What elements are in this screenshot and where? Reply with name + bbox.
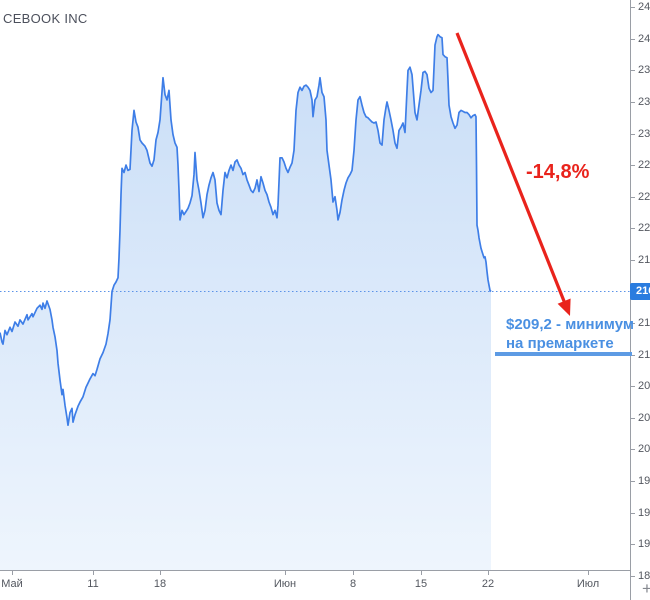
price-axis-label: 240 xyxy=(638,32,650,45)
drop-arrow-shaft xyxy=(455,32,568,307)
time-axis-tick xyxy=(12,571,13,575)
price-axis-label: 213 xyxy=(638,317,650,330)
time-axis-tick xyxy=(421,571,422,575)
time-axis-label: Июн xyxy=(273,578,297,590)
time-axis-line xyxy=(0,570,630,571)
time-axis-label: 15 xyxy=(414,578,428,590)
price-line xyxy=(0,33,492,427)
time-axis-tick xyxy=(588,571,589,575)
price-axis-tick xyxy=(630,449,635,451)
price-axis-label: 204 xyxy=(638,411,650,424)
time-axis-label: 8 xyxy=(349,578,357,590)
price-axis-line xyxy=(630,0,631,600)
price-axis-tick xyxy=(630,354,635,356)
time-axis-label: 11 xyxy=(87,578,99,590)
time-axis-label: 22 xyxy=(481,578,495,590)
price-axis-tick xyxy=(630,481,635,482)
price-axis-tick xyxy=(630,228,635,230)
price-axis-label: 228 xyxy=(638,159,650,172)
price-axis-tick xyxy=(630,70,635,72)
symbol-title: CEBOOK INC xyxy=(3,11,88,26)
drop-arrow-drawing[interactable] xyxy=(455,32,571,316)
drop-arrow-head-icon xyxy=(557,298,571,316)
plus-button[interactable]: + xyxy=(642,579,650,598)
price-axis-tick xyxy=(630,575,635,577)
time-axis-tick xyxy=(160,571,161,575)
time-axis-tick xyxy=(93,571,94,575)
price-axis-label: 207 xyxy=(638,380,650,393)
time-axis-label: Июл xyxy=(576,578,600,590)
price-axis-tick xyxy=(630,133,635,135)
price-axis-tick xyxy=(630,544,635,546)
price-axis-label: 225 xyxy=(638,190,650,203)
price-axis-tick xyxy=(630,512,635,514)
premarket-note[interactable]: $209,2 - минимум на премаркете xyxy=(506,315,634,353)
drop-percent-label[interactable]: -14,8% xyxy=(526,161,590,183)
price-axis-label: 234 xyxy=(638,96,650,108)
time-axis-tick xyxy=(488,571,489,575)
price-axis-tick xyxy=(630,323,635,325)
price-axis-label: 189 xyxy=(638,569,650,582)
time-axis-tick xyxy=(285,571,286,575)
price-axis-label: 210 xyxy=(638,348,650,361)
price-axis-label: 201 xyxy=(638,443,650,456)
price-axis-tick xyxy=(630,38,635,40)
price-axis-label: 198 xyxy=(638,475,650,487)
price-axis-tick xyxy=(630,259,635,261)
premarket-note-line2: на премаркете xyxy=(506,335,614,352)
current-price-badge: 216 xyxy=(630,283,650,300)
price-axis-label: 222 xyxy=(638,222,650,235)
price-axis-tick xyxy=(630,102,635,103)
price-axis-label: 231 xyxy=(638,127,650,140)
price-axis-tick xyxy=(630,196,635,198)
time-axis-label: 18 xyxy=(153,578,167,590)
time-axis-label: Май xyxy=(1,578,23,590)
time-axis-tick xyxy=(353,571,354,575)
area-fill xyxy=(0,34,491,571)
price-axis-label: 195 xyxy=(638,506,650,519)
price-axis-tick xyxy=(630,417,635,419)
price-axis-tick xyxy=(630,7,635,9)
price-axis-tick xyxy=(630,165,635,167)
price-axis-label: 243 xyxy=(638,1,650,14)
premarket-note-underline[interactable] xyxy=(495,352,632,356)
price-axis-label: 192 xyxy=(638,538,650,551)
price-axis-label: 237 xyxy=(638,64,650,77)
price-axis-tick xyxy=(630,386,635,388)
premarket-note-line1: $209,2 - минимум xyxy=(506,316,634,333)
price-axis-label: 219 xyxy=(638,253,650,266)
